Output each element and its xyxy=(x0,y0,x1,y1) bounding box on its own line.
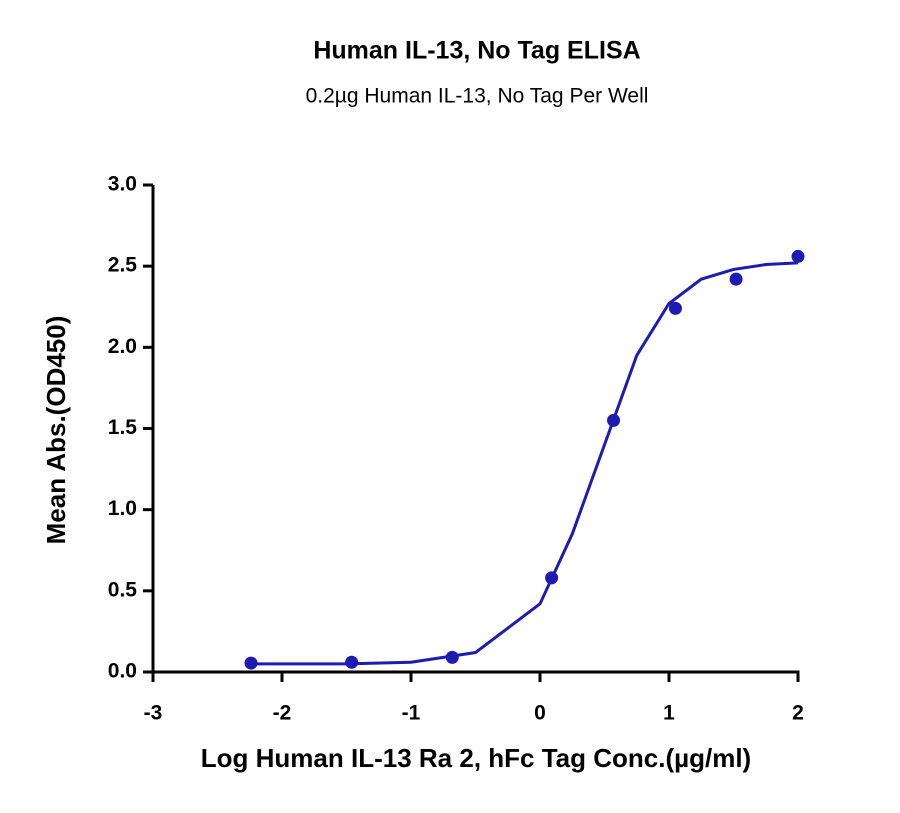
data-point xyxy=(791,249,805,263)
chart-title: Human IL-13, No Tag ELISA xyxy=(313,37,640,65)
data-point xyxy=(244,656,258,670)
data-point xyxy=(445,650,459,664)
y-tick-label: 1.0 xyxy=(108,497,137,520)
data-point xyxy=(607,413,621,427)
y-tick-label: 2.5 xyxy=(108,254,138,277)
x-tick-label: 0 xyxy=(534,702,546,725)
x-tick-label: -1 xyxy=(402,702,421,725)
y-tick-label: 3.0 xyxy=(108,173,137,196)
data-point xyxy=(545,571,559,585)
data-point xyxy=(668,301,682,315)
y-tick-label: 2.0 xyxy=(108,335,137,358)
y-tick-label: 0.5 xyxy=(108,578,138,601)
y-tick-label: 1.5 xyxy=(108,416,138,439)
x-axis-label: Log Human IL-13 Ra 2, hFc Tag Conc.(µg/m… xyxy=(201,743,751,773)
fit-curve xyxy=(251,261,799,666)
x-tick-label: -3 xyxy=(144,702,163,725)
data-point xyxy=(345,655,359,669)
y-tick-label: 0.0 xyxy=(108,660,137,683)
x-tick-label: 2 xyxy=(792,702,804,725)
x-tick-label: -2 xyxy=(273,702,292,725)
data-point xyxy=(729,272,743,286)
chart-subtitle: 0.2µg Human IL-13, No Tag Per Well xyxy=(306,85,649,108)
x-tick-label: 1 xyxy=(663,702,675,725)
y-axis-label: Mean Abs.(OD450) xyxy=(41,316,71,545)
